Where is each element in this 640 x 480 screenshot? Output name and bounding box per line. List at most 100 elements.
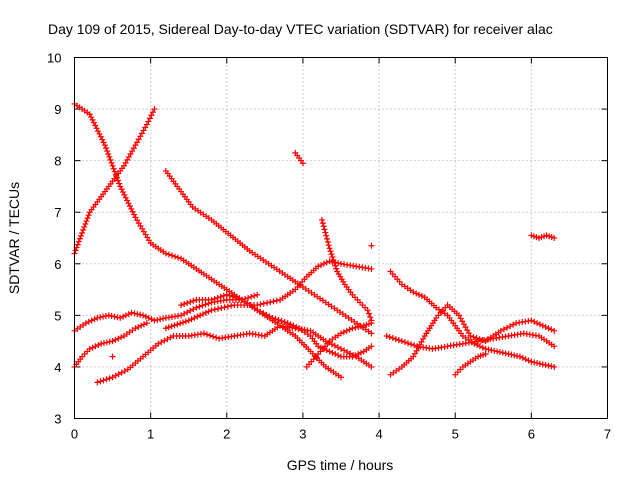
plus-marker bbox=[254, 307, 261, 314]
plus-marker bbox=[142, 313, 149, 320]
plus-marker bbox=[82, 320, 89, 327]
plus-marker bbox=[196, 303, 203, 310]
plus-marker bbox=[365, 310, 372, 317]
plus-marker bbox=[114, 314, 121, 321]
plus-marker bbox=[221, 304, 228, 311]
plus-marker bbox=[155, 340, 162, 347]
plus-marker bbox=[254, 291, 261, 298]
plus-marker bbox=[97, 314, 104, 321]
plus-marker bbox=[496, 349, 503, 356]
x-tick-label: 5 bbox=[452, 427, 459, 442]
plus-marker bbox=[528, 317, 535, 324]
plus-marker bbox=[500, 326, 507, 333]
plus-marker bbox=[76, 235, 83, 242]
plus-marker bbox=[323, 347, 330, 354]
plus-marker bbox=[514, 352, 521, 359]
plus-marker bbox=[551, 343, 558, 350]
plus-marker bbox=[168, 252, 175, 259]
series-arc-c bbox=[71, 291, 261, 334]
y-tick-label: 3 bbox=[54, 412, 61, 427]
y-tick-label: 5 bbox=[54, 308, 61, 323]
plus-marker bbox=[386, 334, 393, 341]
plus-marker bbox=[389, 335, 396, 342]
plus-marker bbox=[102, 313, 109, 320]
plus-marker bbox=[332, 262, 339, 269]
plus-marker bbox=[352, 352, 359, 359]
plus-marker bbox=[143, 320, 150, 327]
plus-marker bbox=[418, 293, 425, 300]
plus-marker bbox=[178, 302, 185, 309]
plus-marker bbox=[146, 115, 153, 122]
plus-marker bbox=[180, 319, 187, 326]
plus-marker bbox=[299, 160, 306, 167]
plus-marker bbox=[181, 301, 188, 308]
plus-marker bbox=[357, 323, 364, 330]
plus-marker bbox=[343, 327, 350, 334]
plus-marker bbox=[162, 250, 169, 257]
plus-marker bbox=[491, 347, 498, 354]
plus-marker bbox=[327, 248, 334, 255]
plus-marker bbox=[278, 318, 285, 325]
plus-marker bbox=[185, 317, 192, 324]
plus-marker bbox=[93, 125, 100, 132]
plus-marker bbox=[228, 302, 235, 309]
plus-marker bbox=[91, 316, 98, 323]
y-tick-label: 9 bbox=[54, 102, 61, 117]
plus-marker bbox=[103, 376, 110, 383]
plus-marker bbox=[401, 339, 408, 346]
plus-marker bbox=[368, 265, 375, 272]
plus-marker bbox=[145, 314, 152, 321]
plus-marker bbox=[482, 345, 489, 352]
plus-marker bbox=[346, 326, 353, 333]
plus-marker bbox=[85, 318, 92, 325]
plus-marker bbox=[398, 338, 405, 345]
plus-marker bbox=[151, 106, 158, 113]
plus-marker bbox=[194, 313, 201, 320]
plus-marker bbox=[178, 312, 185, 319]
plus-marker bbox=[110, 165, 117, 172]
plus-marker bbox=[208, 296, 215, 303]
plus-marker bbox=[157, 316, 164, 323]
plus-marker bbox=[413, 290, 420, 297]
plus-marker bbox=[162, 325, 169, 332]
plus-marker bbox=[364, 307, 371, 314]
plus-marker bbox=[257, 301, 264, 308]
series-arc-h bbox=[178, 291, 375, 360]
x-tick-label: 2 bbox=[223, 427, 230, 442]
plus-marker bbox=[125, 311, 132, 318]
plus-marker bbox=[118, 186, 125, 193]
plus-marker bbox=[333, 265, 340, 272]
plus-marker bbox=[335, 352, 342, 359]
plus-marker bbox=[121, 368, 128, 375]
plus-marker bbox=[270, 298, 277, 305]
plus-marker bbox=[190, 297, 197, 304]
plus-marker bbox=[539, 361, 546, 368]
plus-marker bbox=[349, 325, 356, 332]
plus-marker bbox=[503, 324, 510, 331]
plus-marker bbox=[99, 136, 106, 143]
plus-marker bbox=[266, 313, 273, 320]
plus-marker bbox=[100, 139, 107, 146]
plus-marker bbox=[167, 334, 174, 341]
x-tick-label: 0 bbox=[71, 427, 78, 442]
plus-marker bbox=[330, 256, 337, 263]
y-tick-labels: 3 4 5 6 7 8 9 10 bbox=[47, 51, 61, 427]
series-arc-d bbox=[71, 320, 150, 370]
plus-marker bbox=[122, 194, 129, 201]
plus-marker bbox=[545, 325, 552, 332]
plus-marker bbox=[284, 320, 291, 327]
plus-marker bbox=[109, 374, 116, 381]
plot-frame bbox=[74, 57, 608, 419]
plus-marker bbox=[95, 342, 102, 349]
plus-marker bbox=[95, 128, 102, 135]
plus-marker bbox=[111, 313, 118, 320]
plus-marker bbox=[98, 340, 105, 347]
plus-marker bbox=[510, 321, 517, 328]
x-tick-label: 4 bbox=[375, 427, 382, 442]
plus-marker bbox=[200, 330, 207, 337]
plus-marker bbox=[215, 305, 222, 312]
plus-marker bbox=[148, 316, 155, 323]
plus-marker bbox=[214, 294, 221, 301]
plus-marker bbox=[479, 344, 486, 351]
